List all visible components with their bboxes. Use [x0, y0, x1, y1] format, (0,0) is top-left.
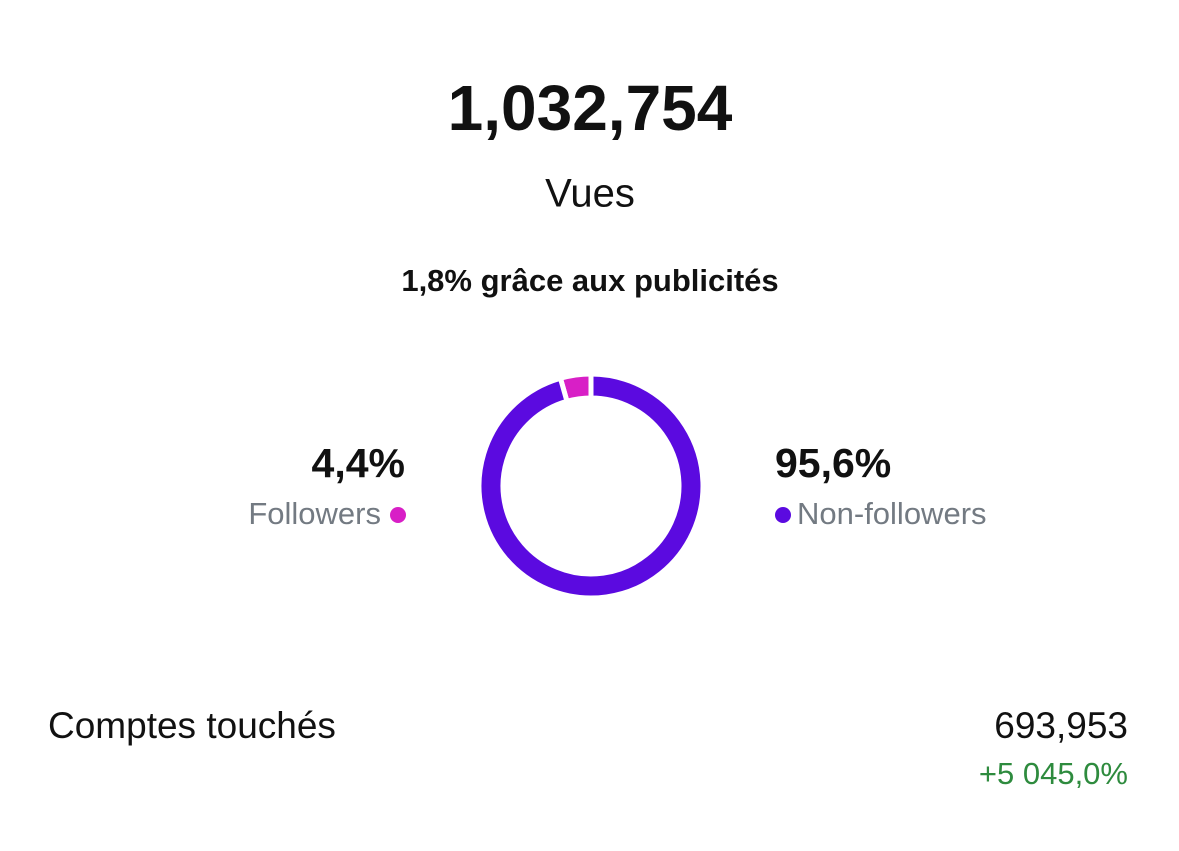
views-label: Vues	[545, 172, 635, 216]
metric-label: Comptes touchés	[48, 705, 336, 746]
legend-label: Non-followers	[797, 496, 987, 531]
legend-label: Followers	[248, 496, 381, 531]
donut-slice	[476, 371, 706, 601]
metric-value: 693,953	[994, 705, 1128, 746]
ads-note: 1,8% grâce aux publicités	[401, 263, 778, 298]
legend-value: 4,4%	[312, 440, 405, 486]
legend-value: 95,6%	[775, 440, 891, 486]
legend-dot	[390, 507, 406, 523]
legend-dot	[775, 507, 791, 523]
views-total: 1,032,754	[448, 72, 733, 144]
metric-change: +5 045,0%	[979, 756, 1128, 791]
